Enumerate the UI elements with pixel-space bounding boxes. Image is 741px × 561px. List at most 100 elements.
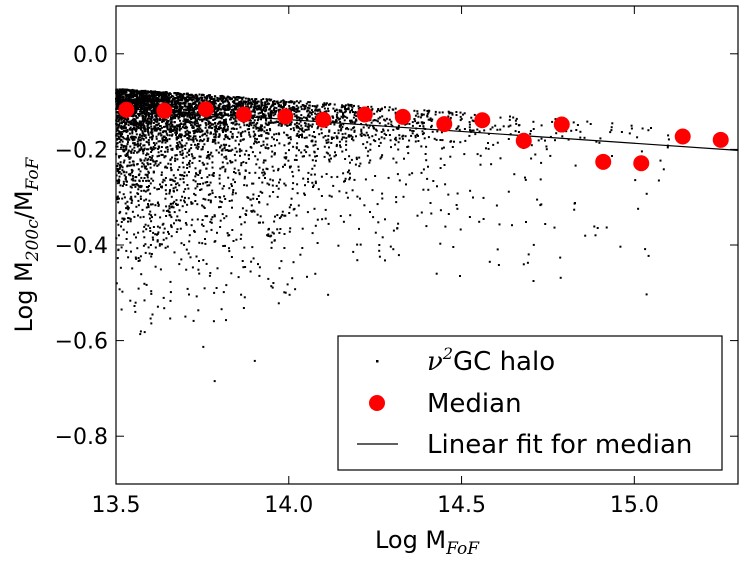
halo-point [141, 162, 144, 165]
halo-point [389, 139, 392, 142]
halo-point [231, 108, 234, 111]
halo-point [151, 100, 154, 103]
halo-point [611, 122, 614, 125]
halo-point [181, 195, 184, 198]
halo-point [514, 130, 517, 133]
halo-point [204, 122, 207, 125]
halo-point [251, 103, 254, 106]
halo-point [248, 133, 251, 136]
halo-point [416, 110, 419, 113]
halo-point [346, 116, 349, 119]
halo-point [167, 232, 170, 235]
halo-point [178, 95, 180, 98]
halo-point [259, 151, 262, 154]
halo-point [238, 148, 241, 151]
halo-point [146, 124, 149, 127]
halo-point [414, 140, 417, 143]
halo-point [175, 231, 178, 233]
halo-point [287, 137, 290, 139]
halo-point [142, 137, 145, 140]
halo-point [123, 217, 126, 220]
halo-point [212, 101, 215, 104]
halo-point [141, 134, 143, 137]
halo-point [282, 102, 285, 104]
halo-point [468, 126, 471, 129]
halo-point [271, 286, 274, 289]
halo-point [351, 136, 354, 139]
halo-point [178, 134, 181, 137]
halo-point [250, 101, 253, 104]
halo-point [164, 141, 167, 144]
halo-point [228, 200, 231, 202]
halo-point [133, 233, 136, 236]
halo-point [427, 136, 430, 139]
halo-point [169, 100, 172, 103]
halo-point [230, 149, 232, 152]
halo-point [240, 162, 243, 165]
halo-point [213, 140, 216, 143]
halo-point [167, 120, 170, 122]
halo-point [515, 122, 518, 125]
halo-point [254, 99, 257, 102]
halo-point [118, 212, 121, 215]
halo-point [448, 112, 451, 115]
halo-point [240, 164, 243, 167]
halo-point [262, 140, 265, 143]
halo-point [427, 188, 430, 191]
halo-point [130, 95, 133, 98]
halo-point [216, 96, 219, 99]
halo-point [183, 199, 186, 202]
halo-point [251, 246, 254, 249]
halo-point [228, 106, 231, 109]
halo-point [147, 106, 150, 109]
halo-point [234, 112, 237, 114]
halo-point [553, 226, 556, 229]
halo-point [132, 121, 135, 124]
halo-point [138, 148, 141, 151]
halo-point [116, 165, 119, 167]
halo-point [275, 184, 278, 187]
halo-point [344, 108, 347, 111]
halo-point [238, 150, 241, 153]
halo-point [143, 125, 146, 127]
halo-point [298, 101, 300, 104]
halo-point [459, 111, 462, 114]
halo-point [209, 220, 212, 223]
halo-point [208, 184, 211, 187]
halo-point [179, 150, 182, 153]
halo-point [262, 174, 265, 177]
halo-point [154, 119, 156, 122]
halo-point [205, 124, 208, 127]
halo-point [196, 98, 199, 100]
halo-point [152, 226, 155, 228]
halo-point [388, 118, 391, 121]
halo-point [142, 144, 145, 147]
halo-point [251, 110, 254, 113]
halo-point [200, 148, 203, 151]
halo-point [328, 146, 330, 149]
halo-point [277, 167, 280, 170]
halo-point [195, 172, 197, 175]
halo-point [268, 195, 271, 198]
halo-point [149, 100, 151, 103]
halo-point [164, 138, 166, 141]
halo-point [137, 199, 140, 202]
halo-point [300, 114, 303, 117]
halo-point [449, 116, 452, 119]
halo-point [147, 139, 150, 141]
halo-point [120, 221, 123, 223]
halo-point [275, 107, 278, 110]
halo-point [335, 154, 337, 157]
halo-point [234, 172, 237, 175]
halo-point [178, 105, 181, 108]
halo-point [305, 136, 308, 139]
halo-point [257, 108, 260, 111]
halo-point [141, 112, 144, 115]
halo-point [372, 126, 375, 129]
halo-point [151, 116, 154, 119]
halo-point [138, 114, 141, 117]
halo-point [133, 215, 136, 218]
halo-point [211, 140, 214, 143]
halo-point [176, 100, 179, 103]
halo-point [145, 99, 148, 102]
